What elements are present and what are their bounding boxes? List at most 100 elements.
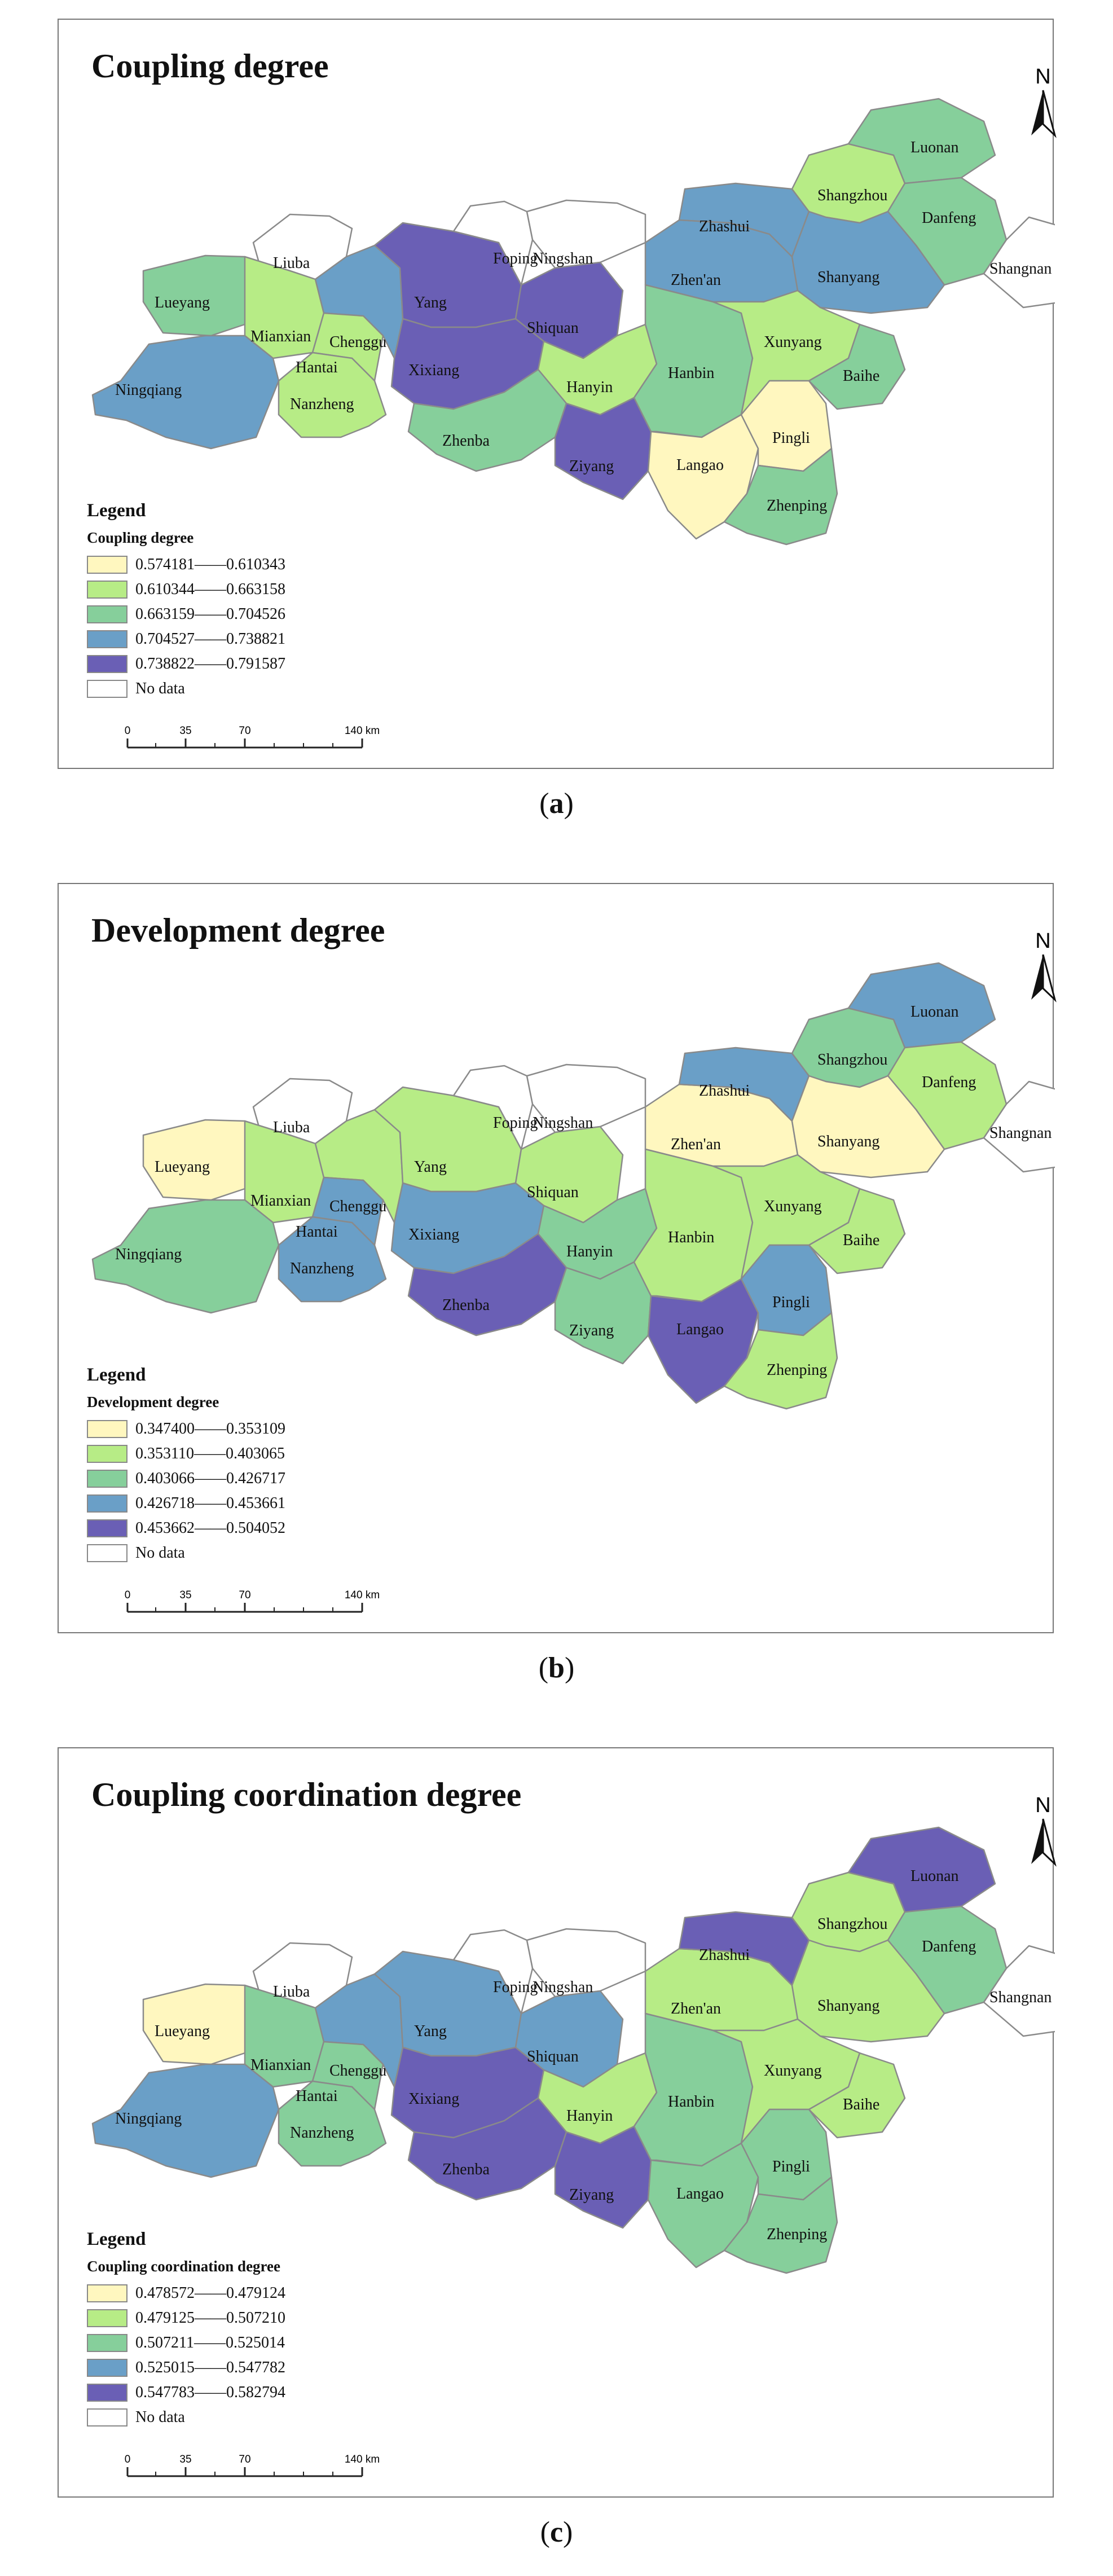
region-label: Zhen'an xyxy=(671,271,721,289)
legend-heading: Legend xyxy=(87,1365,146,1385)
scale-tick: 0 xyxy=(125,725,131,737)
scale-tick: 35 xyxy=(179,1589,191,1601)
legend-item: 0.663159——0.704526 xyxy=(87,602,403,627)
region-label: Zhashui xyxy=(699,218,750,235)
legend-swatch xyxy=(87,1544,127,1562)
legend-item-nodata: No data xyxy=(87,2405,403,2430)
legend-item: 0.738822——0.791587 xyxy=(87,652,403,676)
region-label: Shangnan xyxy=(989,1124,1052,1142)
region-label: Zhashui xyxy=(699,1946,750,1964)
region-label: Zhenba xyxy=(442,2161,490,2178)
region-label: Liuba xyxy=(273,1983,310,2001)
region-luonan xyxy=(847,98,996,184)
scale-tick: 140 km xyxy=(345,2454,380,2465)
region-label: Ziyang xyxy=(569,2186,614,2204)
region-label: Danfeng xyxy=(922,1074,976,1091)
legend-heading: Legend xyxy=(87,500,146,521)
scale-bar: 0 35 70 140 km xyxy=(125,725,380,749)
region-zhenping xyxy=(723,1312,838,1410)
legend-swatch xyxy=(87,1445,127,1463)
region-label: Xunyang xyxy=(764,2062,822,2080)
legend-swatch xyxy=(87,581,127,599)
region-label: Langao xyxy=(676,2185,724,2203)
choropleth-map: Lueyang Liuba Mianxian Chenggu Hantai Ningqia… xyxy=(91,1826,1055,2274)
region-langao xyxy=(647,414,759,540)
legend: Legend Development degree 0.347400——0.35… xyxy=(87,1365,403,1566)
region-label: Liuba xyxy=(273,1119,310,1136)
region-ziyang xyxy=(554,1261,652,1365)
legend-swatch xyxy=(87,1470,127,1488)
choropleth-map: Lueyang Liuba Mianxian Chenggu Hantai Ningqia… xyxy=(91,98,1055,546)
region-label: Chenggu xyxy=(329,1198,386,1215)
map-panel-c: Coupling coordination degree Lueyang Liub… xyxy=(58,1747,1057,2498)
region-label: Mianxian xyxy=(250,1192,311,1210)
region-label: Hantai xyxy=(296,359,338,376)
scale-tick: 70 xyxy=(239,725,250,737)
region-label: Hantai xyxy=(296,1223,338,1241)
region-label: Shangzhou xyxy=(817,1915,887,1933)
region-label: Yang xyxy=(414,294,447,311)
scale-tick: 140 km xyxy=(345,1589,380,1601)
region-zhenping xyxy=(723,2176,838,2274)
scale-tick: 35 xyxy=(179,2454,191,2465)
legend-swatch xyxy=(87,2408,127,2426)
panel-caption: (b) xyxy=(538,1652,575,1684)
region-label: Luonan xyxy=(910,1003,959,1021)
region-label: Zhenping xyxy=(767,497,827,515)
legend: Legend Coupling coordination degree 0.47… xyxy=(87,2229,403,2430)
region-label: Zhenping xyxy=(767,2226,827,2243)
panel-caption: (a) xyxy=(539,788,574,820)
region-label: Foping xyxy=(493,1979,538,1996)
legend-item-nodata: No data xyxy=(87,676,403,701)
region-shangnan xyxy=(983,216,1055,309)
region-label: Nanzheng xyxy=(290,395,354,413)
panel-title: Development degree xyxy=(91,912,385,949)
scale-tick: 35 xyxy=(179,725,191,737)
region-baihe xyxy=(808,1188,906,1274)
region-label: Xixiang xyxy=(408,1226,459,1243)
legend-swatch xyxy=(87,605,127,623)
scale-tick: 140 km xyxy=(345,725,380,737)
legend-subtitle: Coupling degree xyxy=(87,529,194,546)
region-label: Zhenba xyxy=(442,1296,490,1314)
scale-bar: 0 35 70 140 km xyxy=(125,1589,380,1613)
region-label: Shangzhou xyxy=(817,187,887,204)
svg-text:N: N xyxy=(1035,65,1050,89)
region-label: Zhashui xyxy=(699,1082,750,1100)
region-label: Zhenping xyxy=(767,1361,827,1379)
region-label: Pingli xyxy=(772,429,810,447)
legend-item: 0.403066——0.426717 xyxy=(87,1466,403,1491)
region-label: Shiquan xyxy=(527,1184,579,1201)
region-label: Shanyang xyxy=(817,1997,879,2015)
legend-swatch xyxy=(87,630,127,648)
legend-subtitle: Development degree xyxy=(87,1393,219,1410)
region-label: Hanyin xyxy=(566,1243,613,1260)
region-label: Yang xyxy=(414,2023,447,2040)
region-label: Hantai xyxy=(296,2087,338,2105)
region-label: Danfeng xyxy=(922,209,976,227)
region-label: Ningqiang xyxy=(115,1246,182,1263)
north-arrow-icon: N xyxy=(1031,1793,1057,1867)
legend-item: 0.610344——0.663158 xyxy=(87,577,403,602)
legend-item: 0.547783——0.582794 xyxy=(87,2380,403,2405)
region-luonan xyxy=(847,962,996,1049)
legend-item: 0.478572——0.479124 xyxy=(87,2281,403,2306)
region-shangnan xyxy=(983,1080,1055,1173)
north-arrow-icon: N xyxy=(1031,65,1057,138)
region-label: Shanyang xyxy=(817,1133,879,1150)
region-label: Foping xyxy=(493,250,538,267)
region-label: Foping xyxy=(493,1114,538,1132)
region-label: Zhenba xyxy=(442,432,490,450)
region-label: Xixiang xyxy=(408,2090,459,2108)
scale-tick: 70 xyxy=(239,1589,250,1601)
region-label: Hanyin xyxy=(566,2107,613,2125)
region-label: Shiquan xyxy=(527,2048,579,2065)
legend-swatch xyxy=(87,556,127,574)
region-label: Ningshan xyxy=(533,250,593,267)
region-label: Ziyang xyxy=(569,458,614,475)
region-label: Yang xyxy=(414,1158,447,1176)
region-luonan xyxy=(847,1826,996,1913)
legend-item: 0.479125——0.507210 xyxy=(87,2306,403,2331)
region-label: Ningshan xyxy=(533,1114,593,1132)
region-label: Xixiang xyxy=(408,362,459,379)
